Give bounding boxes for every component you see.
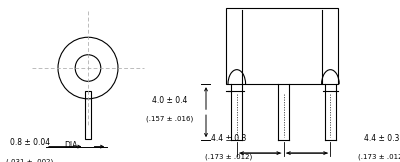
Text: (.031 ± .002): (.031 ± .002) — [6, 159, 54, 162]
Text: 4.4 ± 0.3: 4.4 ± 0.3 — [364, 134, 400, 143]
Text: (.173 ± .012): (.173 ± .012) — [358, 153, 400, 160]
Text: DIA.: DIA. — [64, 141, 80, 150]
Bar — [226, 8, 338, 84]
Text: 4.0 ± 0.4: 4.0 ± 0.4 — [152, 96, 188, 105]
Bar — [85, 91, 91, 139]
Text: (.173 ± .012): (.173 ± .012) — [204, 153, 252, 160]
Text: 0.8 ± 0.04: 0.8 ± 0.04 — [10, 138, 50, 147]
Text: 4.4 ± 0.3: 4.4 ± 0.3 — [210, 134, 246, 143]
Text: (.157 ± .016): (.157 ± .016) — [146, 115, 194, 122]
